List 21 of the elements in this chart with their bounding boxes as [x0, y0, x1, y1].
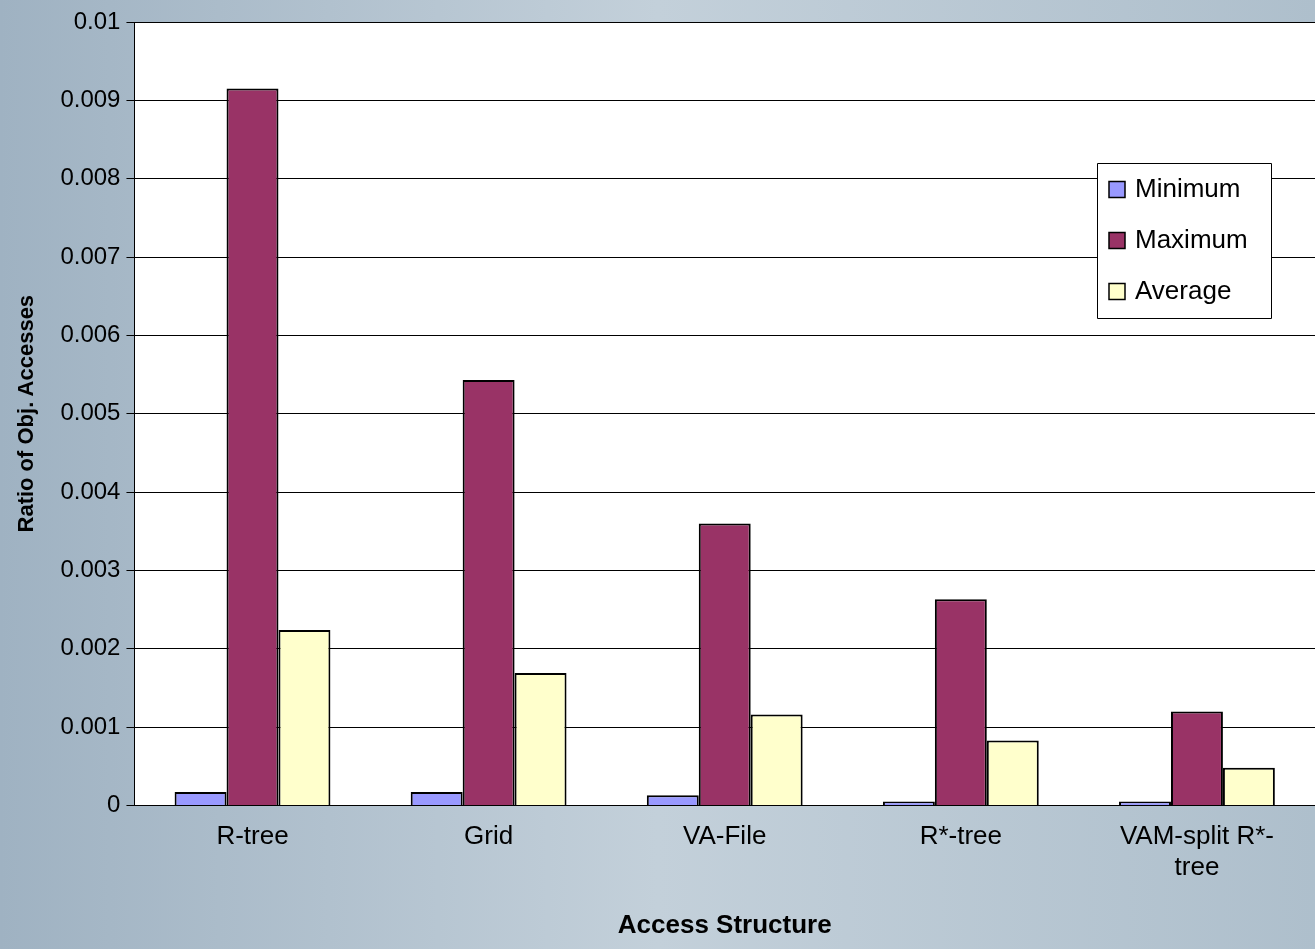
y-tick-label: 0.009	[60, 84, 121, 112]
y-tick-label: 0.008	[60, 163, 121, 191]
x-tick-label: VAM-split R*-tree	[1119, 820, 1274, 882]
x-tick-label: R*-tree	[919, 820, 1003, 851]
legend-label: Average	[1135, 274, 1232, 305]
legend-label: Minimum	[1135, 172, 1241, 203]
y-tick-label: 0.006	[60, 319, 121, 347]
legend-label: Maximum	[1135, 223, 1248, 254]
y-tick-label: 0	[107, 790, 121, 818]
x-tick-label: R-tree	[216, 820, 289, 851]
y-tick-label: 0.001	[60, 711, 121, 739]
y-tick-label: 0.003	[60, 555, 121, 583]
y-tick-label: 0.002	[60, 633, 121, 661]
x-tick-label: VA-File	[683, 820, 767, 851]
y-axis-title: Ratio of Obj. Accesses	[13, 294, 39, 533]
x-axis-title: Access Structure	[617, 908, 832, 939]
x-tick-label: Grid	[464, 820, 514, 851]
y-tick-label: 0.01	[73, 6, 121, 34]
y-tick-label: 0.004	[60, 476, 121, 504]
y-tick-label: 0.005	[60, 398, 121, 426]
y-tick-label: 0.007	[60, 241, 121, 269]
